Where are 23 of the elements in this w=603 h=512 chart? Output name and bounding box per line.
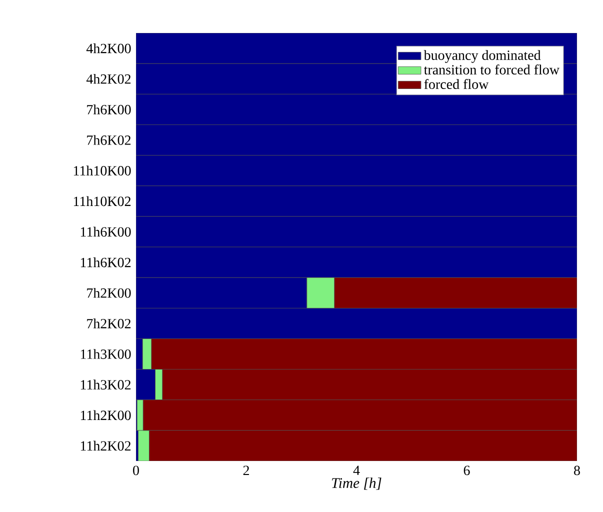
x-tick-label: 6 xyxy=(464,466,470,476)
y-tick-label: 11h6K02 xyxy=(80,257,131,268)
y-tick-label: 11h3K02 xyxy=(80,380,131,390)
y-tick-label: 7h2K00 xyxy=(87,288,131,298)
y-tick-label: 11h2K00 xyxy=(80,410,131,420)
x-tick-label: 4 xyxy=(353,466,360,475)
x-axis-title: Time [h] xyxy=(332,478,382,490)
y-tick-label: 11h10K00 xyxy=(74,166,131,176)
y-tick-label: 4h2K02 xyxy=(86,74,131,84)
y-tick-label: 4h2K00 xyxy=(86,43,131,54)
y-tick-label: 7h6K02 xyxy=(87,135,131,145)
y-tick-label: 11h10K02 xyxy=(74,196,131,206)
legend-label: transition to forced flow xyxy=(424,64,560,74)
x-tick-label: 2 xyxy=(243,466,249,475)
legend-label: buoyancy dominated xyxy=(424,50,541,63)
y-tick-label: 7h2K02 xyxy=(87,318,131,328)
y-tick-label: 7h6K00 xyxy=(87,104,131,114)
legend-label: forced flow xyxy=(424,79,489,90)
x-tick-label: 8 xyxy=(574,466,580,476)
x-tick-label: 0 xyxy=(133,466,139,476)
y-tick-label: 11h3K00 xyxy=(80,349,131,359)
y-tick-label: 11h6K00 xyxy=(80,226,131,237)
y-tick-label: 11h2K02 xyxy=(80,440,131,451)
